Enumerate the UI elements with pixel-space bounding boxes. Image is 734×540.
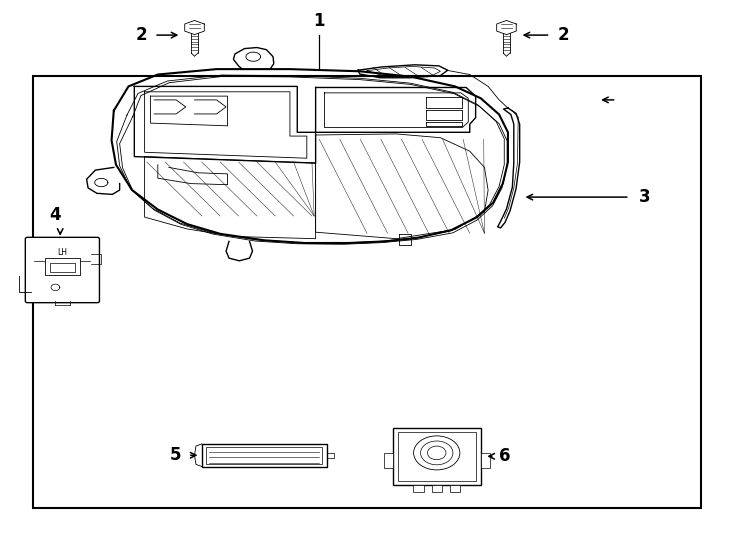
Circle shape [421, 441, 453, 465]
Text: LH: LH [57, 248, 68, 257]
Bar [33, 76, 701, 508]
Text: 4: 4 [49, 206, 61, 224]
Text: 3: 3 [639, 188, 650, 206]
Bar [202, 444, 327, 467]
FancyBboxPatch shape [25, 238, 100, 302]
Bar [45, 258, 80, 275]
Bar [393, 428, 481, 485]
Text: 5: 5 [170, 446, 181, 464]
Bar [432, 485, 442, 492]
Bar [481, 454, 490, 468]
Text: 2: 2 [135, 26, 147, 44]
Circle shape [414, 436, 459, 470]
Bar [384, 454, 393, 468]
Bar [413, 485, 424, 492]
Text: 2: 2 [558, 26, 570, 44]
Text: 6: 6 [499, 447, 511, 465]
Bar [206, 447, 322, 464]
Circle shape [427, 446, 446, 460]
Bar [50, 263, 75, 273]
Bar [398, 432, 476, 481]
Bar [450, 485, 460, 492]
Text: 1: 1 [313, 12, 325, 30]
